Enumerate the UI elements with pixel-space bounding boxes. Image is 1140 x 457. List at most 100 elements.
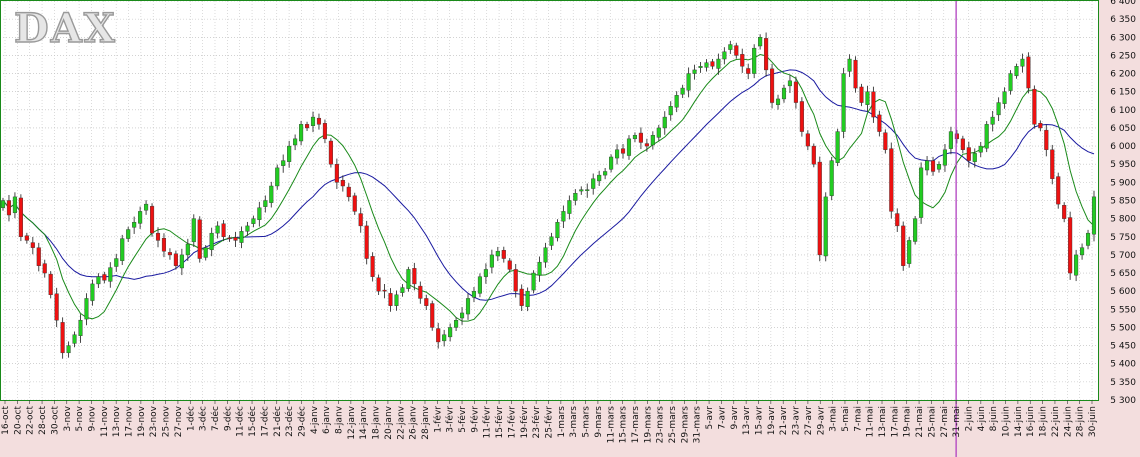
candle-up [555, 222, 560, 239]
x-tick-label: 25-nov [162, 405, 172, 437]
x-tick-label: 9-avr [730, 406, 740, 430]
candle-up [263, 200, 268, 207]
candle-down [770, 68, 775, 103]
x-tick-label: 28-juin [1076, 406, 1086, 437]
candle-down [817, 161, 822, 256]
candle-down [18, 197, 23, 237]
candle-up [543, 247, 548, 263]
x-tick-label: 14-janv [359, 405, 369, 439]
x-tick-label: 3-mai [829, 406, 839, 432]
y-tick-label: 5 750 [1110, 233, 1136, 243]
candle-up [465, 298, 471, 315]
x-tick-label: 25-mars [668, 406, 678, 444]
x-tick-label: 9-déc [222, 406, 233, 431]
x-tick-label: 16-juin [1026, 406, 1036, 437]
y-axis: 5 300 5 350 5 400 5 450 5 500 5 550 5 600 5 650… [1110, 0, 1136, 406]
candle-down [36, 247, 41, 266]
y-tick-label: 5 700 [1110, 251, 1136, 261]
candle-down [811, 145, 816, 165]
candle-up [585, 189, 590, 191]
candle-up [12, 196, 17, 214]
x-tick-label: 22-oct [26, 406, 36, 435]
y-tick-label: 6 000 [1110, 142, 1136, 152]
x-tick-label: 9-nov [87, 405, 97, 431]
y-tick-label: 5 850 [1110, 197, 1136, 207]
candle-up [847, 58, 852, 72]
candle-up [841, 73, 846, 132]
x-tick-label: 27-avr [804, 406, 814, 436]
long-moving-average [2, 69, 1095, 301]
candle-up [215, 225, 220, 234]
candle-down [346, 186, 351, 198]
candle-down [620, 148, 626, 154]
x-tick-label: 21-avr [779, 406, 789, 436]
candle-up [936, 164, 942, 170]
candle-up [865, 91, 870, 105]
x-tick-label: 14-juin [1014, 406, 1024, 437]
y-tick-label: 5 600 [1110, 287, 1136, 297]
x-tick-label: 16-oct [1, 406, 11, 435]
plot-background [0, 0, 1098, 400]
candle-down [30, 242, 35, 248]
candle-down [638, 132, 643, 143]
candle-up [1080, 247, 1085, 256]
x-tick-label: 1-mars [557, 406, 567, 438]
x-tick-label: 30-juin [1088, 406, 1098, 437]
x-tick-label: 5-nov [75, 405, 85, 431]
x-tick-label: 1-déc [185, 406, 196, 431]
y-tick-label: 5 400 [1110, 360, 1136, 370]
candle-up [632, 135, 637, 140]
candle-up [394, 294, 399, 306]
candle-up [668, 105, 673, 116]
candle-down [358, 213, 363, 227]
x-tick-label: 17-déc [259, 406, 270, 437]
candle-down [197, 219, 202, 259]
candle-down [316, 117, 322, 125]
x-tick-label: 31-mars [693, 406, 703, 444]
x-tick-label: 26-janv [409, 405, 419, 439]
candle-up [615, 149, 620, 159]
candle-down [519, 288, 524, 306]
candle-up [650, 135, 655, 146]
x-tick-label: 20-janv [384, 405, 394, 439]
candle-up [758, 37, 763, 47]
x-tick-label: 5-avr [705, 406, 715, 430]
candle-up [495, 251, 500, 257]
y-tick-label: 5 300 [1110, 396, 1136, 406]
x-tick-label: 17-mai [890, 406, 900, 437]
candle-up [829, 160, 834, 196]
x-tick-label: 8-juin [989, 406, 999, 431]
candle-up [477, 276, 482, 294]
y-tick-label: 5 500 [1110, 323, 1136, 333]
candle-up [686, 73, 691, 91]
candle-up [406, 269, 411, 289]
x-axis: 16-oct 20-oct 22-oct 28-oct 30-oct 3-nov 5-nov… [1, 400, 1098, 443]
candle-up [489, 254, 494, 268]
candle-down [507, 260, 512, 270]
candle-up [185, 243, 190, 256]
candle-up [603, 171, 608, 176]
x-tick-label: 11-mai [866, 406, 876, 437]
x-tick-label: 13-nov [112, 405, 122, 437]
candle-down [340, 179, 345, 187]
candles [0, 32, 1097, 359]
candle-up [84, 298, 89, 320]
candle-up [942, 149, 948, 166]
y-tick-label: 6 100 [1110, 106, 1136, 116]
candle-up [245, 225, 250, 232]
candle-up [96, 276, 101, 285]
candle-up [1074, 254, 1079, 276]
candle-up [191, 218, 196, 243]
x-tick-label: 31-mai [952, 406, 962, 437]
x-tick-label: 3-nov [63, 405, 73, 431]
x-tick-label: 13-mai [878, 406, 888, 437]
y-tick-label: 6 350 [1110, 15, 1136, 25]
x-tick-label: 5-mars [582, 406, 592, 438]
x-tick-label: 29-avr [816, 406, 826, 436]
candle-up [626, 138, 632, 156]
candle-up [251, 218, 256, 224]
candle-up [972, 153, 977, 162]
x-tick-label: 24-juin [1063, 406, 1073, 437]
y-tick-label: 5 550 [1110, 305, 1136, 315]
candle-up [126, 229, 131, 239]
